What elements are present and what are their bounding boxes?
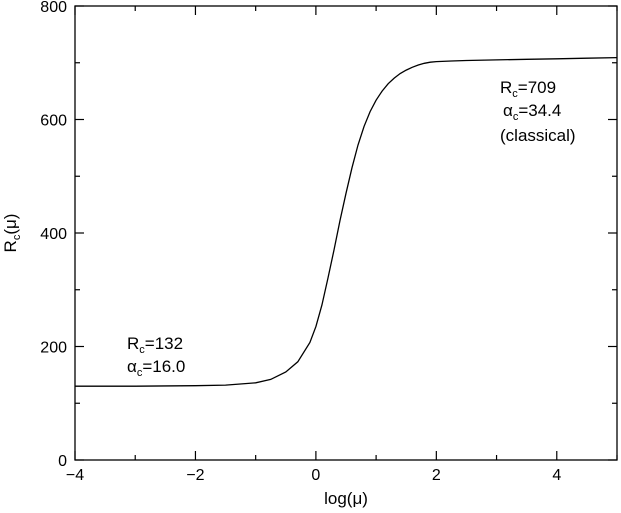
rc-curve xyxy=(75,56,618,387)
y-tick-label: 200 xyxy=(40,340,67,357)
tick-labels: −4 −2 0 2 4 0 200 400 600 800 xyxy=(40,0,561,484)
annotation-low-rc: Rc=132 xyxy=(127,334,183,356)
y-tick-label: 800 xyxy=(40,0,67,16)
annotation-high-classical: (classical) xyxy=(500,126,576,145)
y-tick-label: 0 xyxy=(58,453,67,470)
y-tick-label: 400 xyxy=(40,226,67,243)
x-tick-label: −4 xyxy=(66,467,84,484)
annotation-low-alpha: αc=16.0 xyxy=(127,357,185,379)
y-axis-label: Rc(μ) xyxy=(1,214,23,253)
x-tick-label: 2 xyxy=(432,467,441,484)
x-tick-label: 0 xyxy=(311,467,320,484)
x-tick-label: −2 xyxy=(186,467,204,484)
x-axis-label: log(μ) xyxy=(324,489,368,508)
y-tick-label: 600 xyxy=(40,113,67,130)
plot-frame xyxy=(74,5,618,461)
axis-ticks xyxy=(74,5,618,461)
annotation-high-alpha: αc=34.4 xyxy=(503,101,561,123)
annotation-high-rc: Rc=709 xyxy=(500,78,556,100)
x-tick-label: 4 xyxy=(552,467,561,484)
